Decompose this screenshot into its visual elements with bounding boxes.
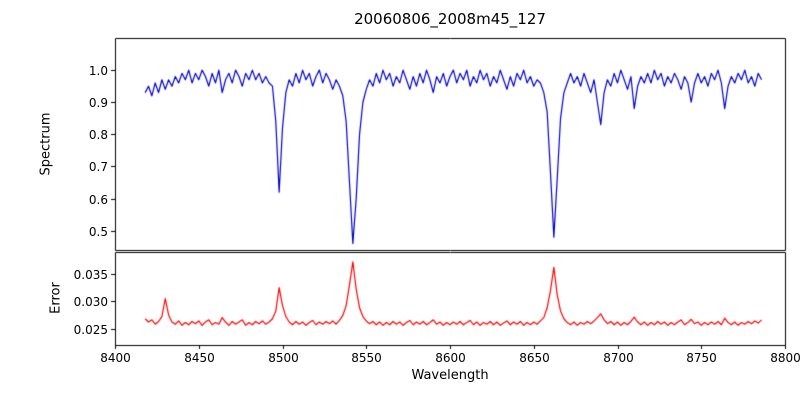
y-tick-label: 0.030: [73, 294, 108, 309]
x-tick-label: 8600: [435, 351, 466, 365]
x-tick-label: 8800: [770, 351, 800, 365]
x-tick-label: 8750: [686, 351, 717, 365]
y-tick-label: 0.7: [88, 159, 108, 174]
y-tick-label: 0.6: [88, 192, 108, 207]
x-tick-label: 8550: [351, 351, 382, 365]
x-tick-label: 8700: [603, 351, 634, 365]
chart-title: 20060806_2008m45_127: [354, 10, 546, 28]
y-tick-label: 0.025: [73, 322, 108, 337]
y-tick-label: 1.0: [88, 63, 108, 78]
y-tick-label: 0.035: [73, 267, 108, 282]
y-axis-label-spectrum: Spectrum: [38, 112, 54, 176]
x-tick-label: 8500: [268, 351, 299, 365]
x-tick-label: 8650: [519, 351, 550, 365]
y-axis-label-error: Error: [48, 282, 64, 314]
y-tick-label: 0.5: [88, 224, 108, 239]
y-tick-label: 0.8: [88, 127, 108, 142]
x-axis-label: Wavelength: [411, 368, 489, 383]
x-tick-label: 8450: [184, 351, 215, 365]
y-tick-label: 0.9: [88, 95, 108, 110]
x-tick-label: 8400: [100, 351, 131, 365]
